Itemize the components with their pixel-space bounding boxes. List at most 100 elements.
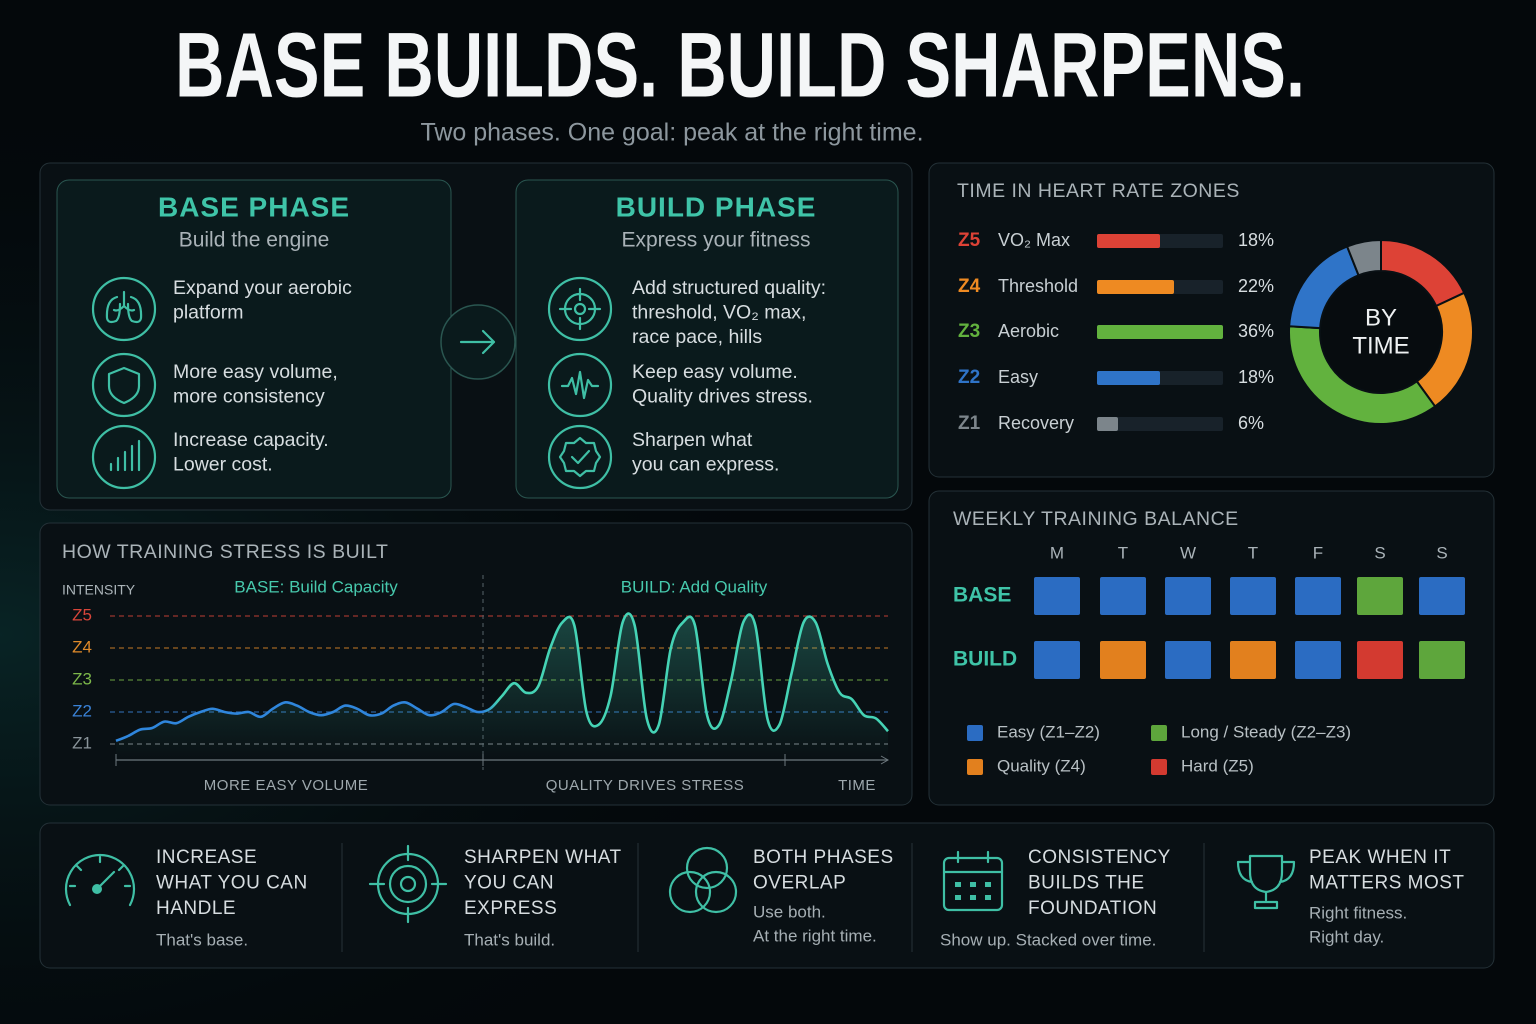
zone-code: Z3 (958, 321, 980, 342)
day-label: T (1118, 543, 1128, 562)
y-tick-label: Z1 (72, 733, 92, 752)
legend-label: Long / Steady (Z2–Z3) (1181, 722, 1351, 741)
phase-item: Expand your aerobic (173, 277, 352, 299)
takeaway-text: Right fitness. (1309, 903, 1407, 922)
target-icon (368, 844, 448, 924)
takeaway-title: FOUNDATION (1028, 898, 1157, 919)
phase-subtitle: Build the engine (179, 229, 330, 252)
session-cell (1034, 577, 1080, 615)
zone-code: Z1 (958, 413, 981, 434)
panel-title: WEEKLY TRAINING BALANCE (953, 508, 1239, 530)
phase-item: Lower cost. (173, 454, 273, 476)
calendar-icon (942, 856, 1004, 912)
session-cell (1295, 577, 1341, 615)
takeaway-title: WHAT YOU CAN (156, 873, 308, 894)
phase-item: Increase capacity. (173, 429, 329, 451)
venn-icon (668, 870, 712, 914)
session-cell (1295, 641, 1341, 679)
bar (1097, 234, 1160, 248)
day-label: F (1313, 543, 1323, 562)
zone-name: Easy (998, 367, 1038, 387)
shield-icon (107, 366, 141, 405)
phase-item: you can express. (632, 454, 779, 476)
session-cell (1165, 577, 1211, 615)
arrow-icon (459, 329, 496, 355)
zone-code: Z4 (958, 276, 981, 297)
target-icon (388, 864, 428, 904)
session-cell (1357, 577, 1403, 615)
icon-ring (547, 424, 613, 490)
y-tick-label: Z2 (72, 701, 92, 720)
bar (1097, 417, 1118, 431)
session-cell (1100, 641, 1146, 679)
takeaway-title: PEAK WHEN IT (1309, 847, 1451, 868)
row-label: BUILD (953, 648, 1017, 671)
session-cell (1165, 641, 1211, 679)
legend-label: Hard (Z5) (1181, 756, 1254, 775)
zone-code: Z2 (958, 367, 980, 388)
takeaway-title: HANDLE (156, 898, 236, 919)
session-cell (1419, 577, 1465, 615)
panel-title: TIME IN HEART RATE ZONES (957, 180, 1240, 202)
takeaway-text: Right day. (1309, 927, 1384, 946)
donut-label: TIME (1352, 332, 1409, 359)
takeaway-text: Show up. Stacked over time. (940, 930, 1156, 949)
area (116, 613, 888, 760)
session-cell (1100, 577, 1146, 615)
lungs-icon (105, 290, 143, 324)
badge-icon (558, 436, 602, 478)
takeaway-title: EXPRESS (464, 898, 557, 919)
target-icon (563, 292, 597, 326)
legend-swatch (967, 725, 983, 741)
session-cell (1034, 641, 1080, 679)
value-label: 22% (1238, 276, 1274, 296)
icon-ring (91, 424, 157, 490)
venn-icon (685, 846, 729, 890)
takeaway-text: At the right time. (753, 926, 877, 945)
y-tick-label: Z3 (72, 669, 92, 688)
annotation: BASE: Build Capacity (234, 577, 398, 596)
takeaway-title: MATTERS MOST (1309, 873, 1465, 894)
phase-title: BUILD PHASE (616, 191, 817, 222)
takeaway-title: SHARPEN WHAT (464, 847, 622, 868)
phase-item: Keep easy volume. (632, 361, 798, 383)
bar (1097, 371, 1160, 385)
donut-label: BY (1365, 304, 1397, 331)
legend-label: Quality (Z4) (997, 756, 1086, 775)
session-cell (1230, 641, 1276, 679)
page-title: BASE BUILDS. BUILD SHARPENS. (175, 14, 1305, 116)
takeaway-text: Use both. (753, 902, 826, 921)
legend-label: Easy (Z1–Z2) (997, 722, 1100, 741)
icon-ring (91, 276, 157, 342)
value-label: 18% (1238, 367, 1274, 387)
gauge-icon (64, 853, 136, 907)
x-axis-label: MORE EASY VOLUME (204, 777, 368, 794)
session-cell (1230, 577, 1276, 615)
zone-name: VO₂ Max (998, 230, 1070, 250)
bars-icon (109, 439, 141, 472)
zone-code: Z5 (958, 230, 981, 251)
day-label: W (1180, 543, 1196, 562)
session-cell (1357, 641, 1403, 679)
takeaway-title: INCREASE (156, 847, 257, 868)
calendar-icon (955, 882, 991, 900)
value-label: 18% (1238, 230, 1274, 250)
zone-name: Recovery (998, 413, 1074, 433)
takeaway-title: BOTH PHASES (753, 847, 894, 868)
donut-segment (1288, 325, 1437, 425)
y-tick-label: Z4 (72, 637, 92, 656)
day-label: S (1436, 543, 1447, 562)
takeaway-text: That's build. (464, 930, 555, 949)
takeaway-title: YOU CAN (464, 873, 554, 894)
day-label: T (1248, 543, 1258, 562)
x-axis-label: QUALITY DRIVES STRESS (546, 777, 745, 794)
annotation: BUILD: Add Quality (621, 577, 768, 596)
takeaway-title: BUILDS THE (1028, 873, 1145, 894)
phase-item: platform (173, 302, 243, 324)
phase-subtitle: Express your fitness (621, 229, 810, 252)
day-label: S (1374, 543, 1385, 562)
zone-name: Threshold (998, 276, 1078, 296)
